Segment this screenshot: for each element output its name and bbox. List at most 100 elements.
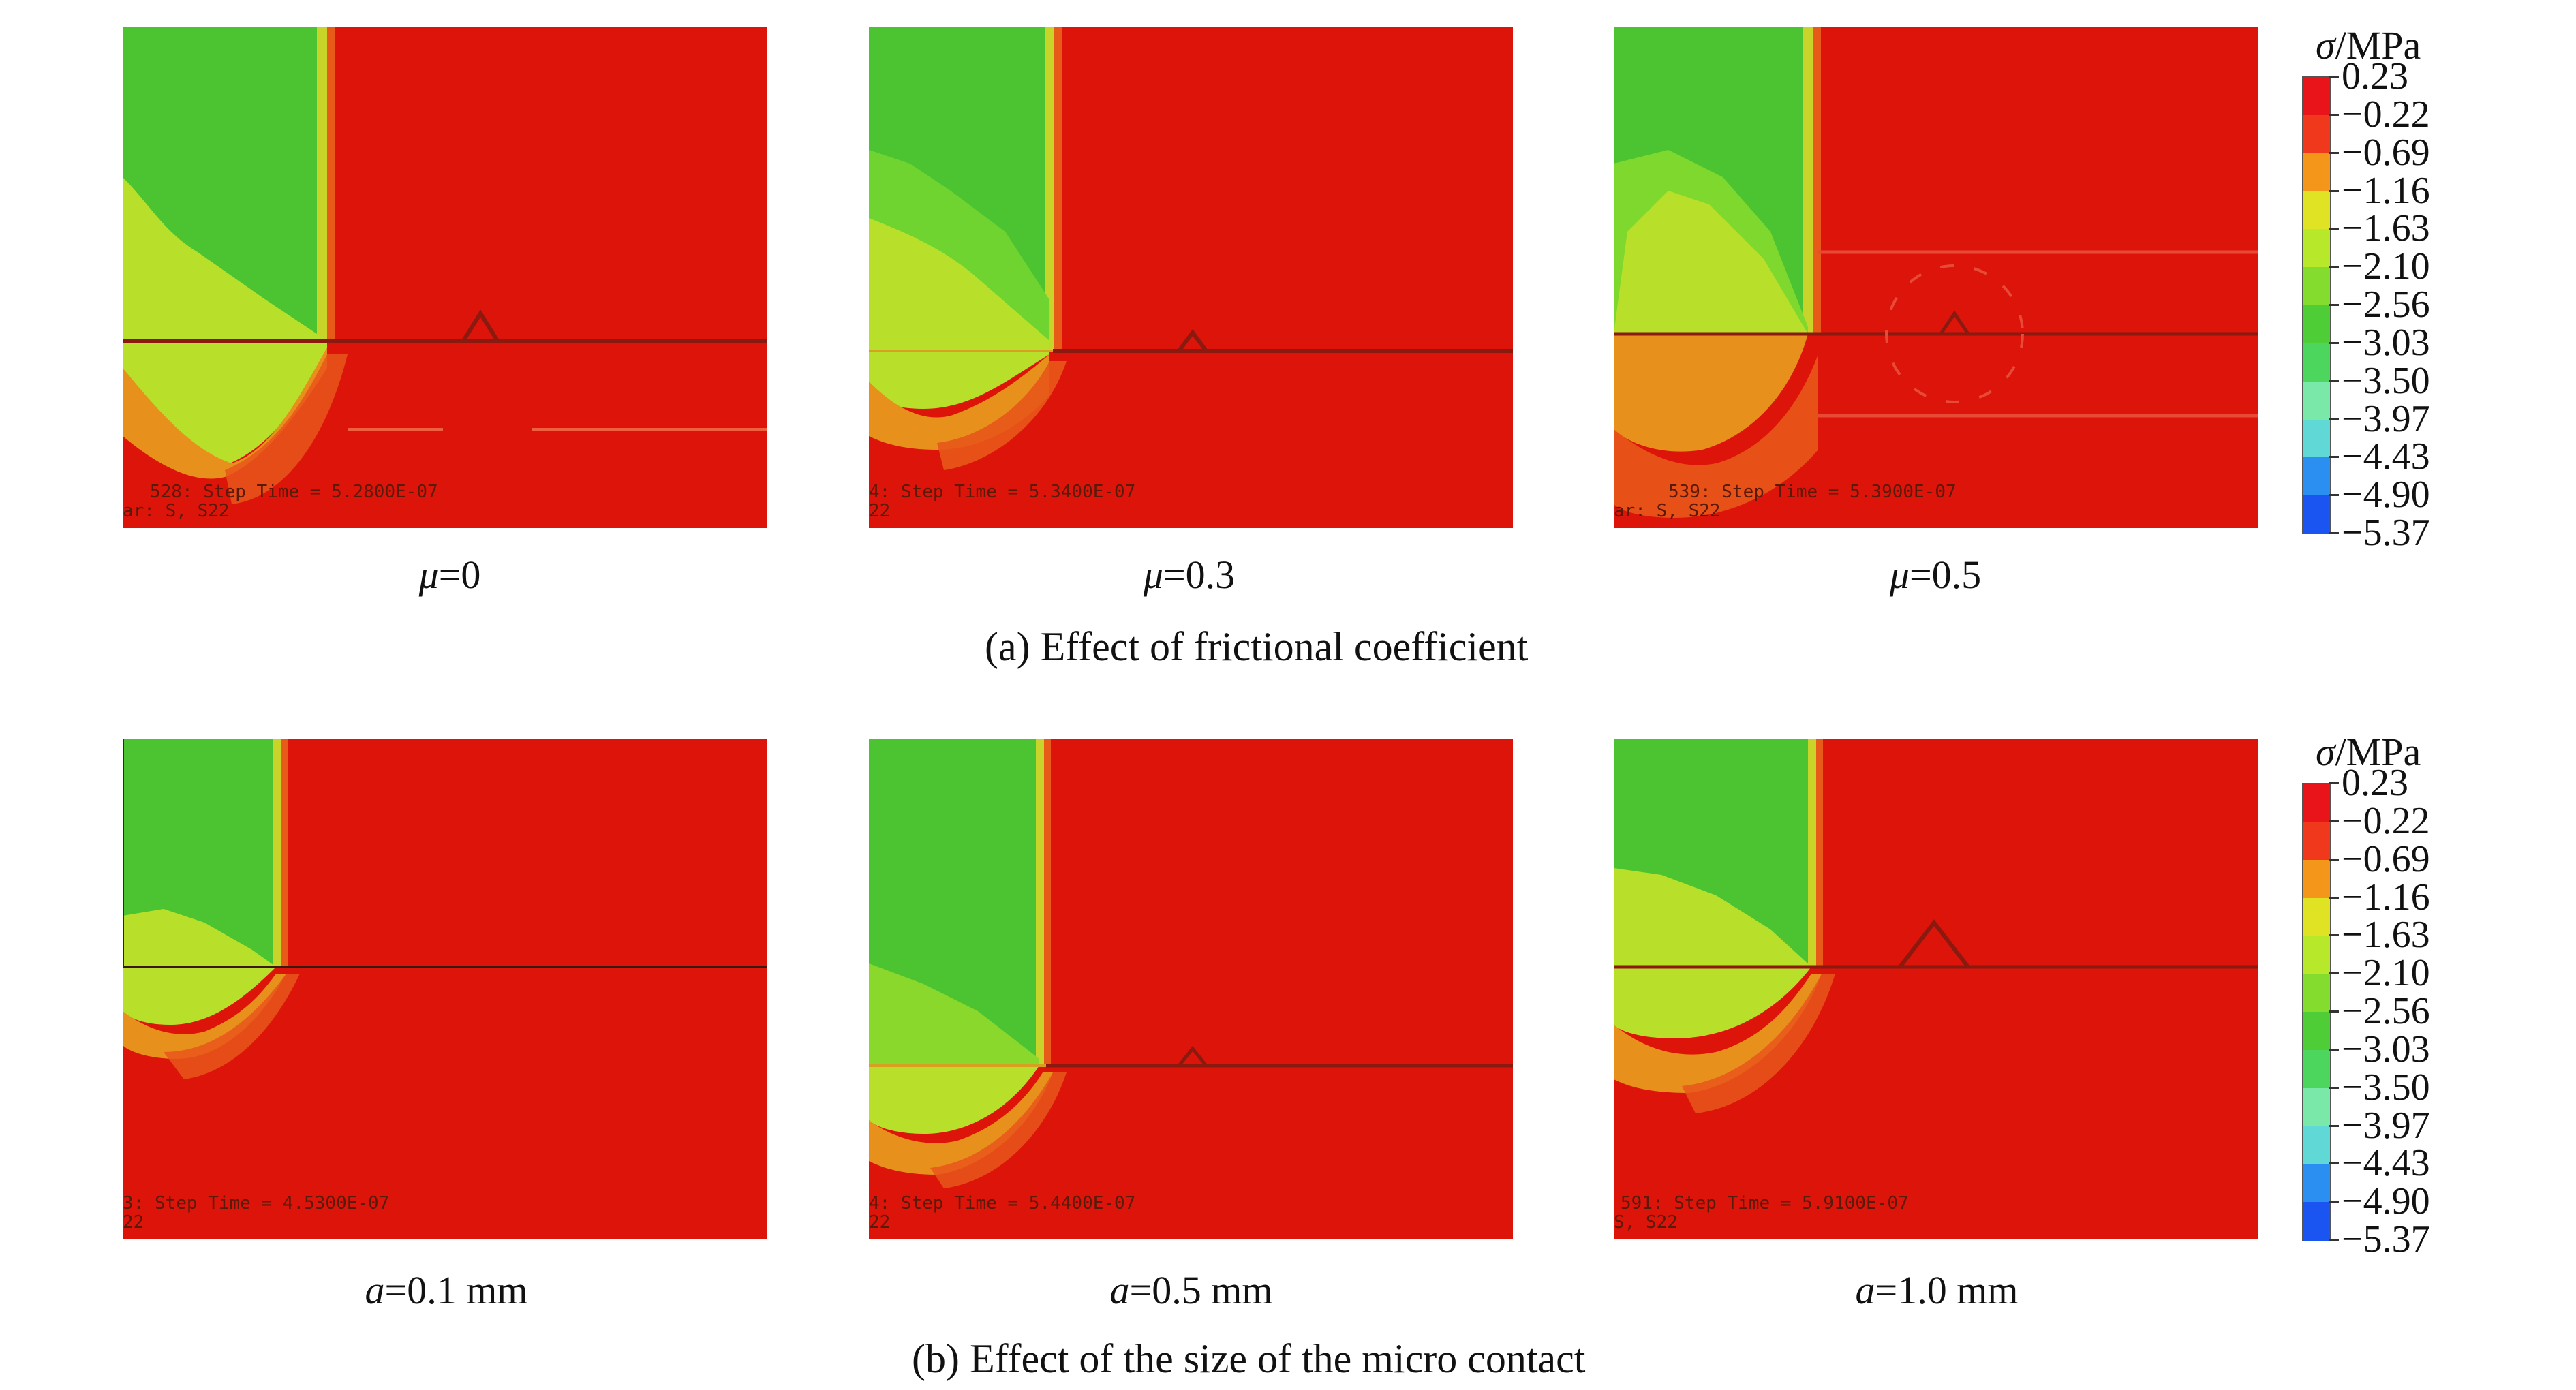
legend-tick [2329,151,2339,154]
step-time-label: 539: Step Time = 5.3900E-07 [1668,482,1957,502]
stress-field-mu-0.5: 539: Step Time = 5.3900E-07 ar: S, S22 [1614,27,2258,528]
corner-label: ar: S, S22 [123,501,230,521]
stress-field-mu-0: 528: Step Time = 5.2800E-07 ar: S, S22 [123,27,767,528]
legend-tick [2329,228,2339,230]
legend-tick-label: −5.37 [2342,1218,2430,1261]
legend-tick-label: 0.23 [2342,55,2408,97]
legend-swatch [2303,77,2330,116]
legend-swatch [2303,1087,2330,1127]
legend-swatch [2303,457,2330,497]
caption-mu-0: μ=0 [418,553,481,597]
legend-tick [2329,1048,2339,1051]
legend-tick-label: −1.63 [2342,914,2430,957]
legend-swatch [2303,974,2330,1013]
legend-swatch [2303,381,2330,420]
step-time-label: 3: Step Time = 4.5300E-07 [123,1193,389,1214]
legend-tick [2329,532,2339,534]
legend-swatch [2303,305,2330,344]
legend-color-bar [2302,783,2331,1241]
caption-mu-0.3: μ=0.3 [1143,553,1236,597]
legend-swatch [2303,267,2330,306]
legend-tick [2329,1239,2339,1241]
stress-field-a-0.1mm: 3: Step Time = 4.5300E-07 22 [123,739,767,1239]
legend-tick [2329,1201,2339,1203]
legend-swatch [2303,495,2330,534]
legend-tick [2329,1162,2339,1165]
legend-tick-label: −1.63 [2342,207,2430,250]
legend-tick [2329,113,2339,116]
legend-tick [2329,1086,2339,1089]
legend-swatch [2303,229,2330,268]
legend-swatch [2303,191,2330,230]
caption-a-1.0mm: a=1.0 mm [1855,1268,2019,1312]
legend-tick [2329,494,2339,497]
legend-tick-label: −3.50 [2342,359,2430,402]
legend-tick-label: −4.90 [2342,1180,2430,1223]
legend-tick-label: −4.43 [2342,435,2430,478]
legend-tick [2329,304,2339,306]
legend-tick-label: −3.03 [2342,1028,2430,1070]
stress-field-a-0.5mm: 4: Step Time = 5.4400E-07 22 [869,739,1513,1239]
legend-swatch [2303,859,2330,899]
subcaption-a: (a) Effect of frictional coefficient [985,624,1529,669]
legend-tick [2329,934,2339,937]
legend-swatch [2303,343,2330,382]
legend-swatch [2303,821,2330,861]
legend-tick-label: −0.22 [2342,799,2430,842]
legend-tick [2329,896,2339,899]
step-time-label: 528: Step Time = 5.2800E-07 [150,482,438,502]
legend-tick [2329,266,2339,268]
step-time-label: 591: Step Time = 5.9100E-07 [1621,1193,1909,1214]
legend-tick [2329,76,2339,78]
legend-tick-label: −3.97 [2342,397,2430,440]
legend-tick-label: −2.56 [2342,283,2430,326]
legend-tick-label: −4.43 [2342,1142,2430,1185]
corner-label: ar: S, S22 [1614,501,1721,521]
corner-label: 22 [123,1212,144,1233]
stress-legend-b: σ/MPa 0.23 −0.22 −0.69 −1.16 −1.63 −2.10 −2.56… [2302,730,2479,1261]
legend-title: σ/MPa [2316,730,2421,774]
legend-tick-label: −1.16 [2342,876,2430,918]
legend-tick-label: −0.69 [2342,131,2430,174]
legend-tick [2329,1124,2339,1127]
legend-swatch [2303,784,2330,822]
legend-tick-label: −3.97 [2342,1104,2430,1147]
legend-swatch [2303,419,2330,459]
legend-tick-label: −0.22 [2342,93,2430,136]
legend-swatch [2303,153,2330,192]
legend-color-bar [2302,76,2331,534]
stress-field-a-1.0mm: 591: Step Time = 5.9100E-07 S, S22 [1614,739,2258,1239]
legend-tick-label: −3.03 [2342,321,2430,364]
legend-tick-label: −4.90 [2342,474,2430,516]
legend-tick-label: −2.56 [2342,990,2430,1032]
legend-tick-label: −1.16 [2342,169,2430,212]
legend-tick [2329,418,2339,420]
step-time-label: 4: Step Time = 5.3400E-07 [869,482,1135,502]
legend-tick-label: −3.50 [2342,1066,2430,1109]
caption-mu-0.5: μ=0.5 [1889,553,1982,597]
caption-a-0.5mm: a=0.5 mm [1109,1268,1273,1312]
legend-tick [2329,858,2339,861]
legend-swatch [2303,1126,2330,1165]
subcaption-b: (b) Effect of the size of the micro cont… [912,1336,1586,1381]
legend-tick [2329,189,2339,192]
legend-tick-label: −0.69 [2342,837,2430,880]
stress-field-mu-0.3: 4: Step Time = 5.3400E-07 22 [869,27,1513,528]
corner-label: 22 [869,501,890,521]
legend-tick [2329,1010,2339,1013]
legend-tick-label: −5.37 [2342,512,2430,554]
legend-tick [2329,341,2339,344]
legend-tick [2329,380,2339,382]
corner-label: S, S22 [1614,1212,1678,1233]
legend-title: σ/MPa [2316,23,2421,67]
legend-swatch [2303,114,2330,154]
legend-tick-label: 0.23 [2342,762,2408,804]
step-time-label: 4: Step Time = 5.4400E-07 [869,1193,1135,1214]
corner-label: 22 [869,1212,890,1233]
legend-tick-label: −2.10 [2342,245,2430,288]
legend-swatch [2303,1202,2330,1241]
caption-a-0.1mm: a=0.1 mm [365,1268,528,1312]
legend-swatch [2303,1049,2330,1089]
legend-swatch [2303,1012,2330,1051]
legend-swatch [2303,1164,2330,1203]
